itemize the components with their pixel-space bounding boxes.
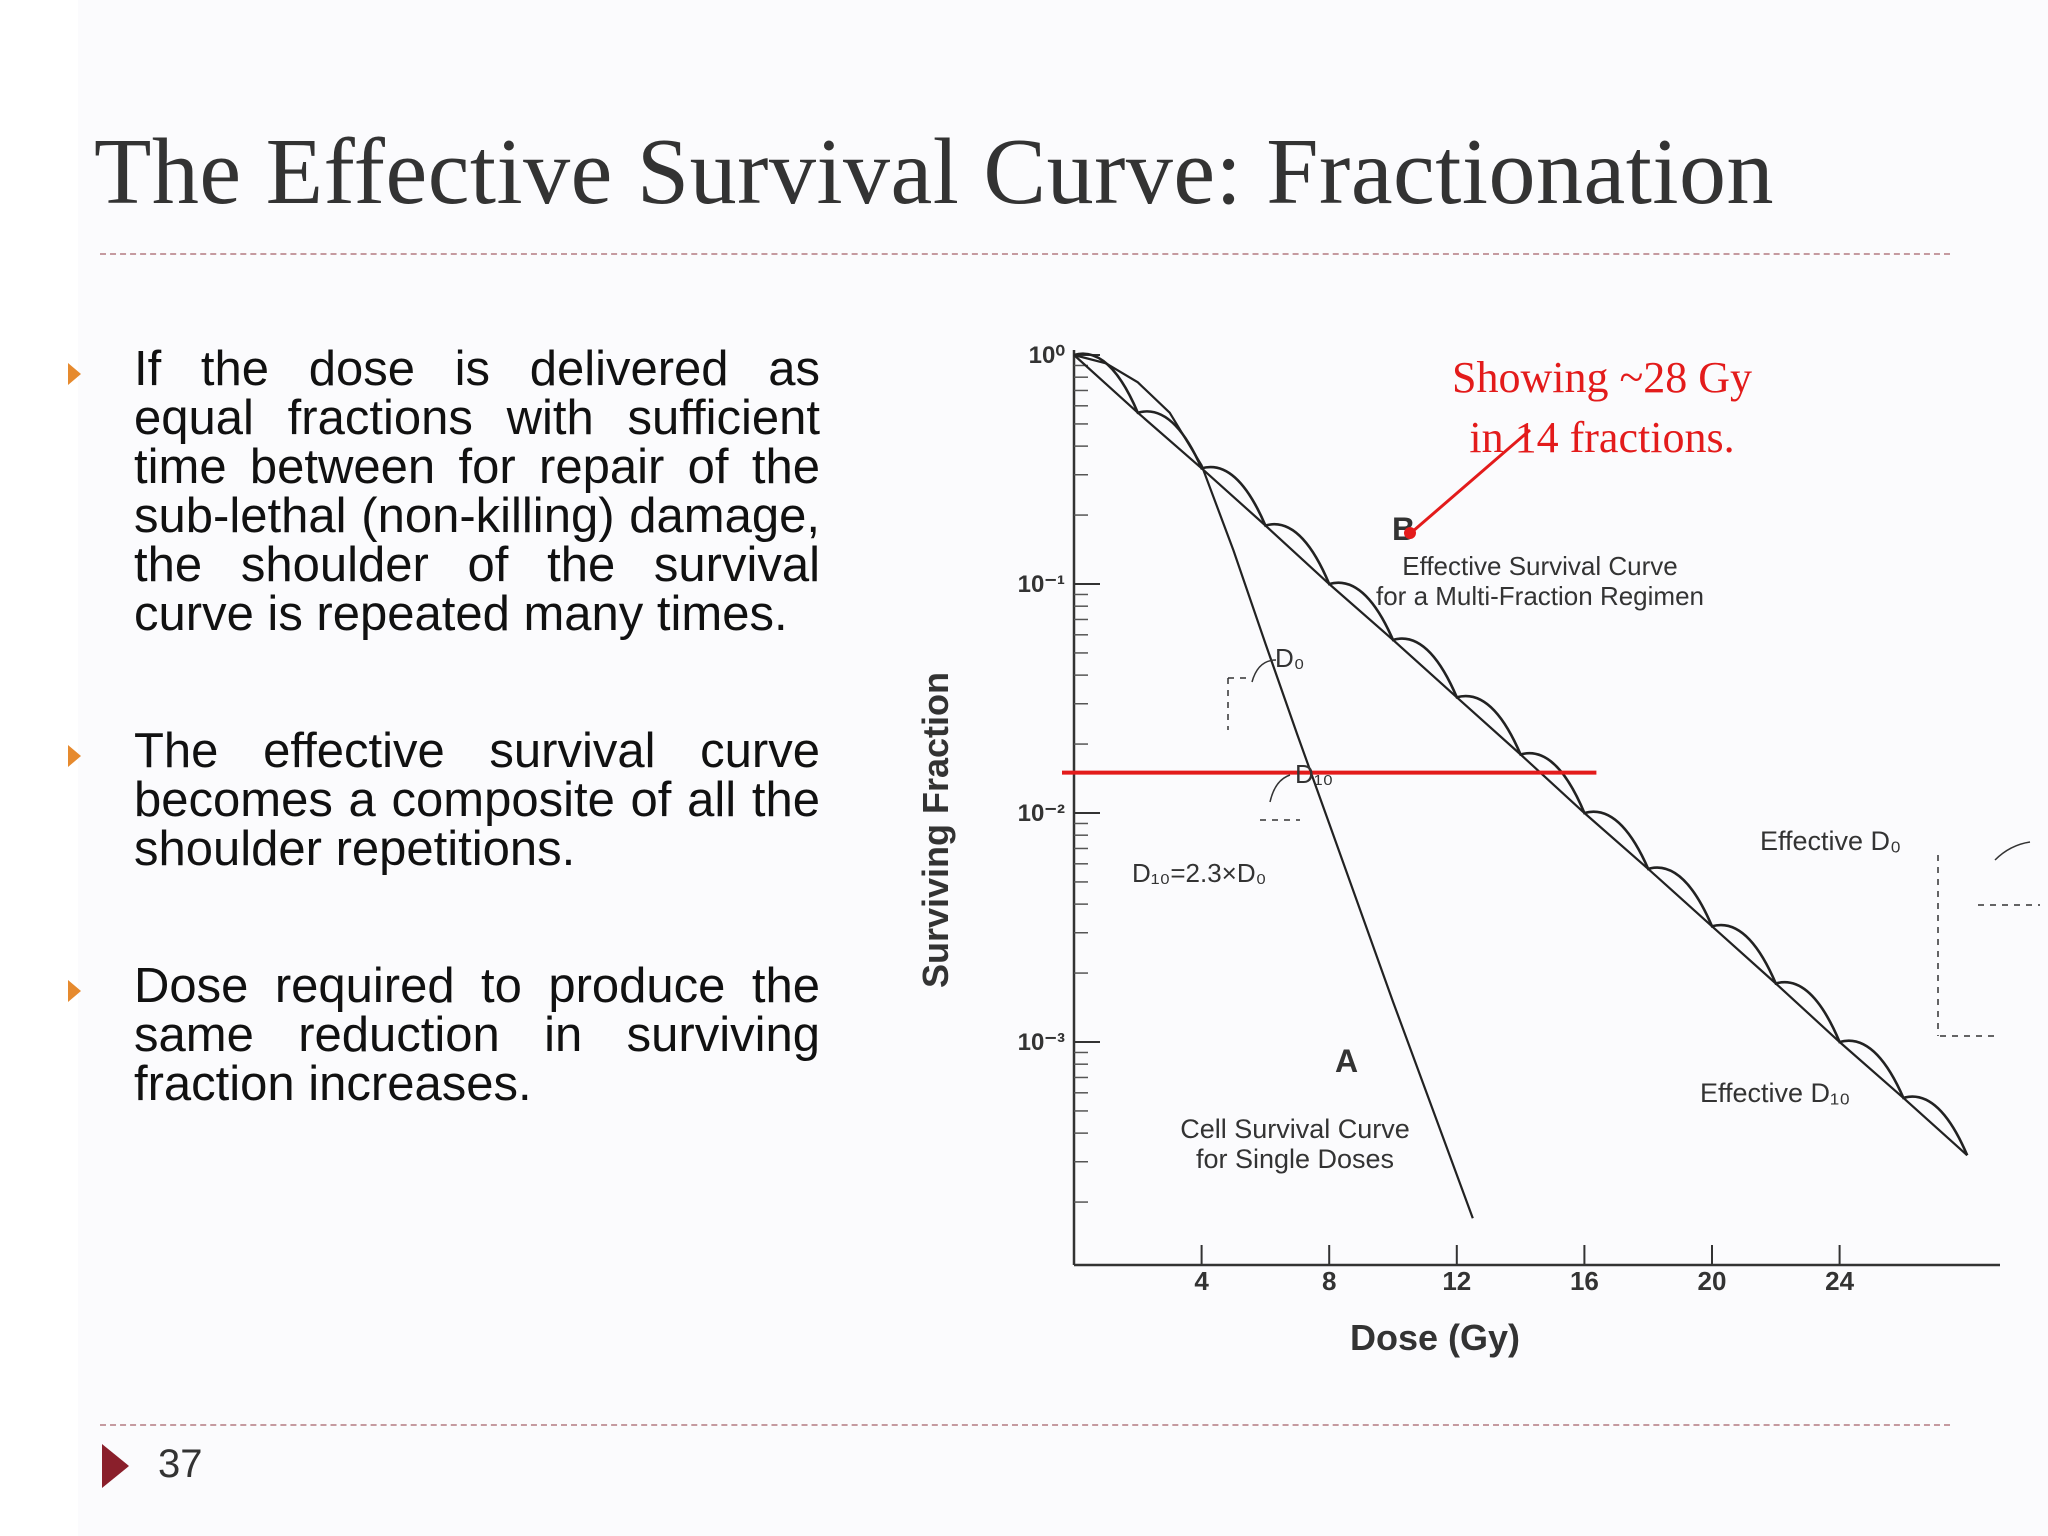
bullet-text: If the dose is delivered as equal fracti… (134, 342, 820, 641)
title-divider (100, 253, 1950, 255)
footer-divider (100, 1424, 1950, 1426)
chart-axes (1072, 350, 2000, 1267)
d10-relation-label: D₁₀=2.3×D₀ (1132, 858, 1266, 888)
single-dose-caption-line2: for Single Doses (1196, 1144, 1394, 1174)
y-tick-label: 10⁻² (1018, 800, 1065, 827)
y-ticks: 10⁰ 10⁻¹ 10⁻² 10⁻³ (1018, 342, 1100, 1056)
effective-curve-caption-line2: for a Multi-Fraction Regimen (1376, 581, 1704, 611)
d0-marker (1227, 659, 2040, 1037)
x-tick-label: 20 (1698, 1266, 1727, 1296)
annotation-arrow (1411, 428, 1531, 534)
single-dose-caption-line1: Cell Survival Curve (1180, 1114, 1410, 1144)
effective-d10-label: Effective D₁₀ (1700, 1078, 1850, 1108)
y-tick-label: 10⁰ (1029, 342, 1066, 369)
bullet-text: Dose required to produce the same reduct… (134, 959, 820, 1111)
effective-curve-caption-line1: Effective Survival Curve (1402, 551, 1678, 581)
series-b-shoulders (1073, 352, 1969, 1156)
slide-background (78, 0, 2048, 1536)
annotation-line2: in 14 fractions. (1469, 413, 1734, 462)
bullet-arrow-icon (68, 980, 81, 1002)
annotation-line1: Showing ~28 Gy (1452, 353, 1752, 402)
x-axis-label: Dose (Gy) (1350, 1317, 1520, 1358)
bullet-text: The effective survival curve becomes a c… (134, 724, 820, 876)
slide-title: The Effective Survival Curve: Fractionat… (94, 120, 1774, 224)
series-a-line (1073, 353, 1474, 1219)
bullet-arrow-icon (68, 363, 81, 385)
bullet-list: If the dose is delivered as equal fracti… (68, 345, 820, 1197)
y-tick-label: 10⁻¹ (1018, 571, 1065, 598)
d10-label: D₁₀ (1295, 759, 1333, 789)
page-number: 37 (158, 1442, 203, 1486)
x-tick-label: 16 (1570, 1266, 1599, 1296)
bullet-arrow-icon (68, 745, 81, 767)
bullet-item: The effective survival curve becomes a c… (68, 727, 820, 874)
y-tick-label: 10⁻³ (1018, 1029, 1065, 1056)
y-axis-label: Surviving Fraction (915, 672, 956, 988)
x-tick-label: 8 (1322, 1266, 1336, 1296)
d0-label: D₀ (1275, 643, 1305, 673)
x-tick-label: 4 (1194, 1266, 1209, 1296)
curve-a-label: A (1335, 1043, 1358, 1079)
x-ticks: 4 8 12 16 20 24 (1194, 1245, 1855, 1296)
effective-d0-label: Effective D₀ (1760, 826, 1901, 856)
x-tick-label: 12 (1442, 1266, 1471, 1296)
survival-curve-figure: 4 8 12 16 20 24 10⁰ 10⁻¹ 10⁻² 10⁻³ Dose (Gy) Sur… (915, 342, 2040, 1358)
bullet-item: Dose required to produce the same reduct… (68, 962, 820, 1109)
annotation-arrow-head (1404, 527, 1416, 539)
footer-arrow-icon (102, 1444, 129, 1488)
bullet-item: If the dose is delivered as equal fracti… (68, 345, 820, 639)
x-tick-label: 24 (1825, 1266, 1854, 1296)
y-minor-ticks (1074, 364, 1088, 1203)
